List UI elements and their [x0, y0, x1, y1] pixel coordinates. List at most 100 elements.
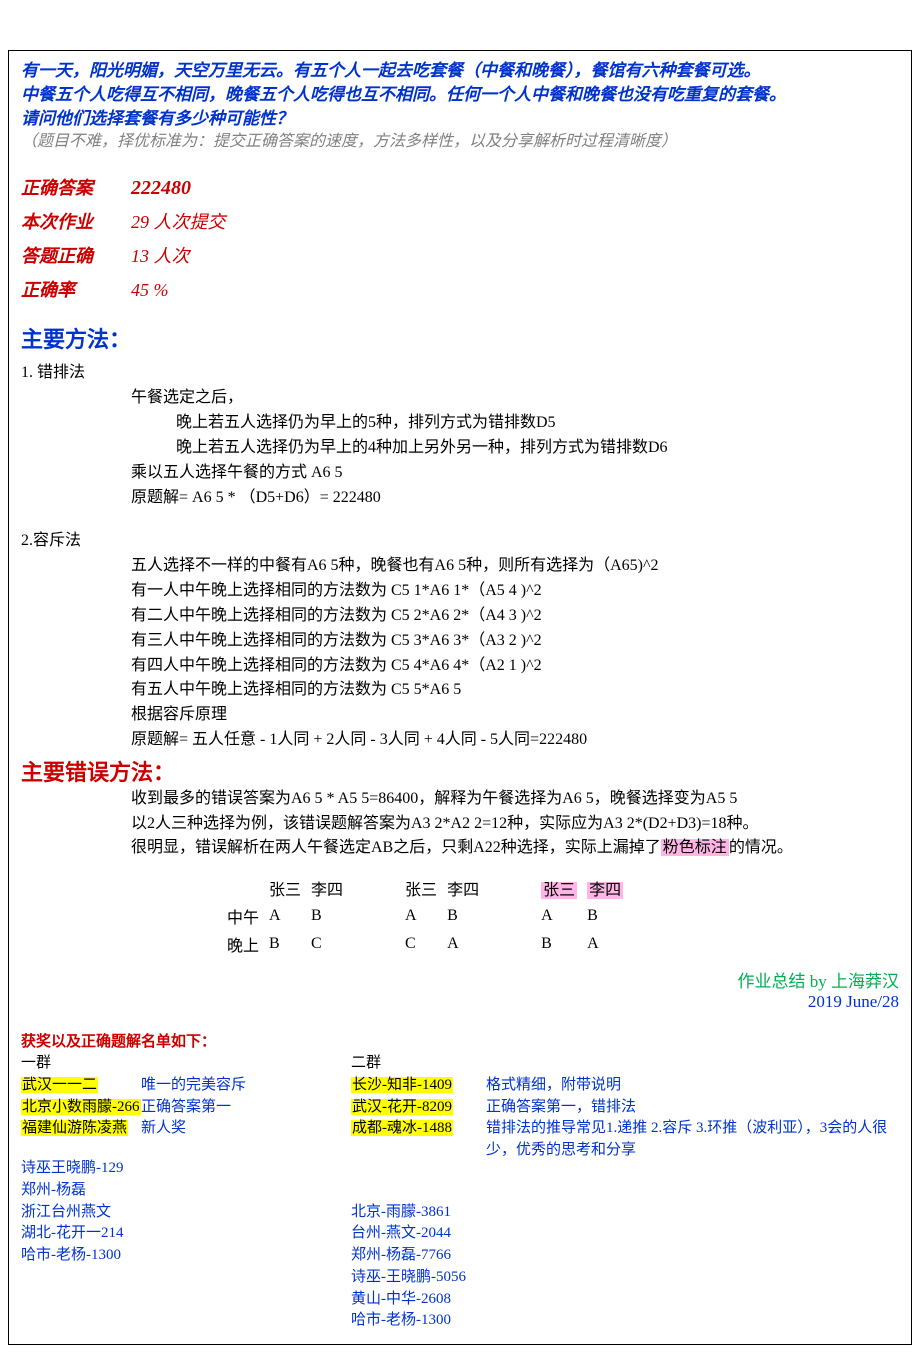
err-line1: 收到最多的错误答案为A6 5 * A5 5=86400，解释为午餐选择为A6 5… [131, 787, 899, 812]
example-table: 张三 李四 张三 李四 张三 李四 中午 A B A B A B 晚上 B C … [221, 873, 629, 959]
problem-note: （题目不难，择优标准为：提交正确答案的速度，方法多样性，以及分享解析时过程清晰度… [21, 130, 899, 154]
methods-header: 主要方法： [21, 322, 899, 354]
ex-s1-d1: C [307, 931, 347, 957]
ex-s3-d1: A [583, 931, 627, 957]
g2-rest-5: 哈市-老杨-1300 [351, 1310, 486, 1332]
g1-top-2: 福建仙游陈凌燕 [21, 1120, 128, 1136]
m2-line5: 有四人中午晚上选择相同的方法数为 C5 4*A6 4*（A2 1 )^2 [131, 654, 899, 679]
g1-rest-0: 诗巫王晓鹏-129 [21, 1158, 141, 1180]
ex-s3-d0: B [537, 931, 581, 957]
ex-dinner-label: 晚上 [223, 931, 263, 957]
problem-line1: 有一天，阳光明媚，天空万里无云。有五个人一起去吃套餐（中餐和晚餐），餐馆有六种套… [21, 59, 899, 83]
err-line2: 以2人三种选择为例，该错误题解答案为A3 2*A2 2=12种，实际应为A3 2… [131, 812, 899, 837]
g1-top-1: 北京小数雨朦-266 [21, 1099, 141, 1115]
ex-s2-l1: B [443, 903, 483, 929]
m1-line4: 乘以五人选择午餐的方式 A6 5 [131, 461, 899, 486]
ex-h-z1: 张三 [265, 875, 305, 901]
submissions-row: 本次作业 29 人次提交 [21, 208, 899, 234]
ex-s2-d0: C [401, 931, 441, 957]
m2-line3: 有二人中午晚上选择相同的方法数为 C5 2*A6 2*（A4 3 )^2 [131, 604, 899, 629]
g2-remark-0: 格式精细，附带说明 [486, 1075, 899, 1097]
byline: 作业总结 by 上海莽汉 2019 June/28 [21, 967, 899, 1012]
g2-top-1: 武汉-花开-8209 [351, 1099, 453, 1115]
ex-s1-l1: B [307, 903, 347, 929]
correct-answer-value: 222480 [131, 177, 191, 200]
ex-h-z2: 张三 [401, 875, 441, 901]
g2-rest-2: 郑州-杨磊-7766 [351, 1245, 486, 1267]
ex-h-l2: 李四 [443, 875, 483, 901]
g2-top-0: 长沙-知非-1409 [351, 1077, 453, 1093]
m2-line2: 有一人中午晚上选择相同的方法数为 C5 1*A6 1*（A5 4 )^2 [131, 579, 899, 604]
m2-line8: 原题解= 五人任意 - 1人同 + 2人同 - 3人同 + 4人同 - 5人同=… [131, 728, 899, 753]
m1-line2: 晚上若五人选择仍为早上的5种，排列方式为错排数D5 [176, 411, 899, 436]
errors-header: 主要错误方法： [21, 755, 899, 787]
g2-top-2: 成都-魂冰-1488 [351, 1120, 453, 1136]
m2-line4: 有三人中午晚上选择相同的方法数为 C5 3*A6 3*（A3 2 )^2 [131, 629, 899, 654]
method1-body: 午餐选定之后， 晚上若五人选择仍为早上的5种，排列方式为错排数D5 晚上若五人选… [131, 386, 899, 510]
err-line3: 很明显，错误解析在两人午餐选定AB之后，只剩A22种选择，实际上漏掉了粉色标注的… [131, 836, 899, 861]
group2-names: 二群 长沙-知非-1409 武汉-花开-8209 成都-魂冰-1488 北京-雨… [351, 1053, 486, 1332]
errors-body: 收到最多的错误答案为A6 5 * A5 5=86400，解释为午餐选择为A6 5… [131, 787, 899, 861]
group1-header: 一群 [21, 1053, 141, 1075]
g2-rest-1: 台州-燕文-2044 [351, 1223, 486, 1245]
group1-names: 一群 武汉一一二 北京小数雨朦-266 福建仙游陈凌燕 诗巫王晓鹏-129 郑州… [21, 1053, 141, 1267]
method1-title: 1. 错排法 [21, 358, 899, 382]
g1-remark-0: 唯一的完美容斥 [141, 1075, 351, 1097]
correct-rate-value: 45 % [131, 280, 169, 301]
g1-rest-4: 哈市-老杨-1300 [21, 1245, 141, 1267]
g2-rest-3: 诗巫-王晓鹏-5056 [351, 1267, 486, 1289]
example-dinner-row: 晚上 B C C A B A [223, 931, 627, 957]
submissions-label: 本次作业 [21, 208, 131, 234]
group2-header: 二群 [351, 1053, 486, 1075]
group1-remarks: 唯一的完美容斥 正确答案第一 新人奖 [141, 1053, 351, 1140]
m1-line3: 晚上若五人选择仍为早上的4种加上另外另一种，排列方式为错排数D6 [176, 436, 899, 461]
ex-h-z3: 张三 [541, 882, 577, 899]
method2-title: 2.容斥法 [21, 526, 899, 550]
correct-rate-row: 正确率 45 % [21, 276, 899, 302]
example-header-row: 张三 李四 张三 李四 张三 李四 [223, 875, 627, 901]
example-lunch-row: 中午 A B A B A B [223, 903, 627, 929]
ex-s3-l0: A [537, 903, 581, 929]
ex-s2-d1: A [443, 931, 483, 957]
byline-author: 作业总结 by 上海莽汉 [21, 967, 899, 992]
correct-count-row: 答题正确 13 人次 [21, 242, 899, 268]
document-container: 有一天，阳光明媚，天空万里无云。有五个人一起去吃套餐（中餐和晚餐），餐馆有六种套… [8, 50, 912, 1345]
m1-line5: 原题解= A6 5 * （D5+D6）= 222480 [131, 486, 899, 511]
m1-line1: 午餐选定之后， [131, 386, 899, 411]
ex-lunch-label: 中午 [223, 903, 263, 929]
g2-remark-1: 正确答案第一，错排法 [486, 1097, 899, 1119]
m2-line1: 五人选择不一样的中餐有A6 5种，晚餐也有A6 5种，则所有选择为（A65)^2 [131, 554, 899, 579]
byline-date: 2019 June/28 [21, 992, 899, 1012]
g1-rest-1: 郑州-杨磊 [21, 1180, 141, 1202]
m2-line7: 根据容斥原理 [131, 703, 899, 728]
awards-columns: 一群 武汉一一二 北京小数雨朦-266 福建仙游陈凌燕 诗巫王晓鹏-129 郑州… [21, 1053, 899, 1332]
err-line3c: 的情况。 [729, 839, 793, 856]
group2-remarks: 格式精细，附带说明 正确答案第一，错排法 错排法的推导常见1.递推 2.容斥 3… [486, 1053, 899, 1162]
correct-count-value: 13 人次 [131, 242, 190, 268]
g2-rest-4: 黄山-中华-2608 [351, 1289, 486, 1311]
submissions-value: 29 人次提交 [131, 208, 226, 234]
ex-h-l3: 李四 [587, 882, 623, 899]
err-line3a: 很明显，错误解析在两人午餐选定AB之后，只剩A22种选择，实际上漏掉了 [131, 839, 661, 856]
g2-remark-2: 错排法的推导常见1.递推 2.容斥 3.环推（波利亚），3会的人很少，优秀的思考… [486, 1118, 899, 1162]
ex-h-l1: 李四 [307, 875, 347, 901]
ex-s1-l0: A [265, 903, 305, 929]
g2-rest-0: 北京-雨朦-3861 [351, 1202, 486, 1224]
m2-line6: 有五人中午晚上选择相同的方法数为 C5 5*A6 5 [131, 678, 899, 703]
ex-s3-l1: B [583, 903, 627, 929]
g1-rest-2: 浙江台州燕文 [21, 1202, 141, 1224]
correct-answer-row: 正确答案 222480 [21, 174, 899, 200]
method2-body: 五人选择不一样的中餐有A6 5种，晚餐也有A6 5种，则所有选择为（A65)^2… [131, 554, 899, 752]
g1-remark-1: 正确答案第一 [141, 1097, 351, 1119]
correct-answer-label: 正确答案 [21, 174, 131, 200]
err-line3-highlight: 粉色标注 [661, 839, 729, 856]
correct-count-label: 答题正确 [21, 242, 131, 268]
g1-top-0: 武汉一一二 [21, 1077, 98, 1093]
g1-remark-2: 新人奖 [141, 1118, 351, 1140]
problem-line2: 中餐五个人吃得互不相同，晚餐五个人吃得也互不相同。任何一个人中餐和晚餐也没有吃重… [21, 83, 899, 107]
correct-rate-label: 正确率 [21, 276, 131, 302]
awards-header: 获奖以及正确题解名单如下： [21, 1030, 899, 1051]
g1-rest-3: 湖北-花开一214 [21, 1223, 141, 1245]
ex-s1-d0: B [265, 931, 305, 957]
ex-s2-l0: A [401, 903, 441, 929]
